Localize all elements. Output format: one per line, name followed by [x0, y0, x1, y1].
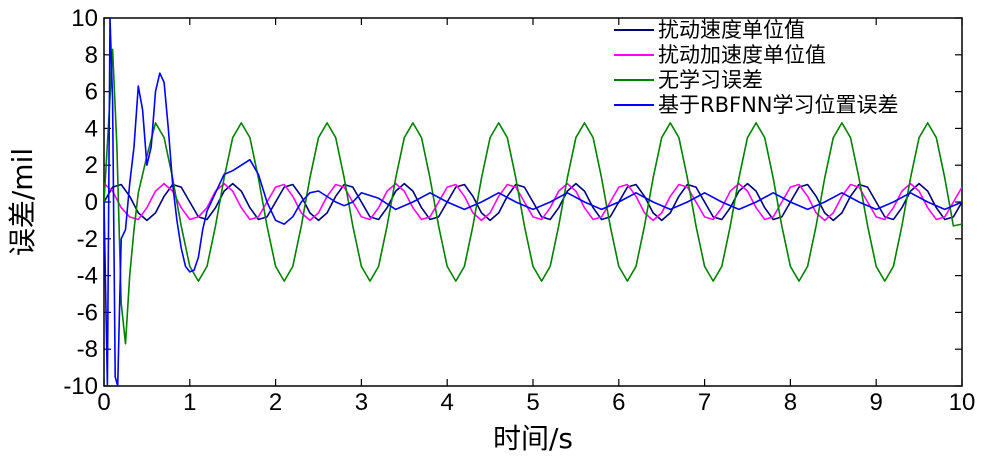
y-tick-label: -10: [63, 373, 98, 400]
x-tick-label: 7: [698, 389, 711, 416]
y-tick-label: 10: [71, 5, 98, 32]
x-tick-label: 9: [870, 389, 883, 416]
tick-marks: [103, 17, 963, 387]
x-tick-label: 8: [784, 389, 797, 416]
y-tick-label: -8: [77, 336, 98, 363]
series-layer: [104, 18, 962, 386]
x-axis-title: 时间/s: [493, 422, 573, 455]
y-axis-title: 误差/mil: [6, 148, 39, 256]
x-tick-label: 10: [949, 389, 976, 416]
y-tick-label: 0: [85, 189, 98, 216]
x-tick-label: 1: [183, 389, 196, 416]
y-tick-label: -2: [77, 226, 98, 253]
series-line-1: [104, 182, 962, 222]
y-tick-label: 4: [85, 115, 98, 142]
x-tick-label: 2: [269, 389, 282, 416]
tick-labels: 0 1 2 3 4 5 6 7 8 9 10 -10 -8 -6 -4 -2 0 2 4 6 8 10: [63, 5, 975, 416]
y-tick-label: 8: [85, 42, 98, 69]
x-tick-label: 0: [97, 389, 110, 416]
y-tick-label: -6: [77, 299, 98, 326]
y-tick-label: 6: [85, 79, 98, 106]
x-tick-label: 5: [526, 389, 539, 416]
y-tick-label: -4: [77, 263, 98, 290]
legend-label-1: 扰动速度单位值: [658, 18, 805, 42]
legend-label-2: 扰动加速度单位值: [658, 43, 826, 67]
series-line-4: [104, 18, 962, 386]
x-tick-label: 6: [612, 389, 625, 416]
x-tick-label: 4: [441, 389, 454, 416]
x-tick-label: 3: [355, 389, 368, 416]
legend-label-4: 基于RBFNN学习位置误差: [658, 93, 899, 117]
series-line-3: [104, 48, 962, 345]
legend-label-3: 无学习误差: [658, 68, 763, 92]
y-tick-label: 2: [85, 152, 98, 179]
series-line-2: [104, 182, 962, 222]
